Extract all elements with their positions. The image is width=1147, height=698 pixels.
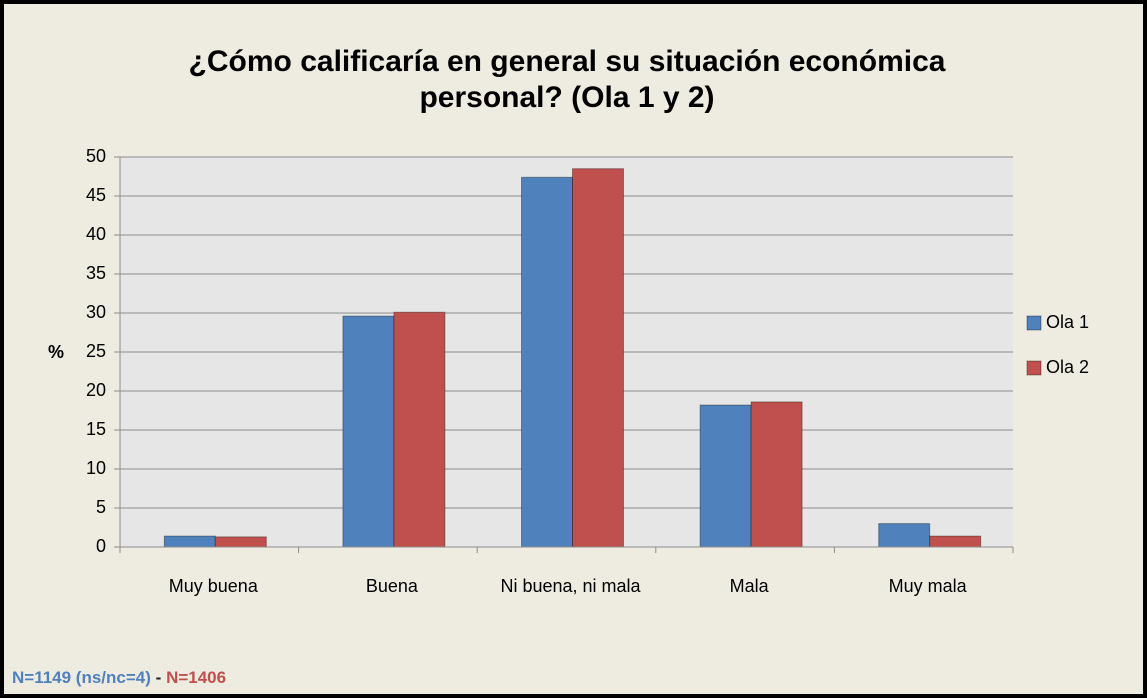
bar bbox=[342, 315, 395, 548]
footer-part: N=1149 (ns/nc=4) bbox=[12, 668, 151, 687]
y-tick-label: 10 bbox=[86, 458, 106, 478]
y-tick-label: 15 bbox=[86, 419, 106, 439]
bar bbox=[699, 404, 752, 548]
legend-swatch bbox=[1026, 360, 1042, 376]
bar bbox=[750, 401, 803, 548]
footer: N=1149 (ns/nc=4) - N=1406 bbox=[12, 668, 226, 688]
legend-label: Ola 1 bbox=[1046, 312, 1089, 332]
y-tick-label: 35 bbox=[86, 263, 106, 283]
bar bbox=[393, 311, 446, 548]
y-tick-label: 0 bbox=[96, 536, 106, 556]
bar bbox=[163, 535, 216, 548]
chart-title: ¿Cómo calificaría en general su situació… bbox=[188, 45, 946, 114]
x-tick-label: Mala bbox=[729, 576, 769, 596]
x-tick-label: Ni buena, ni mala bbox=[500, 576, 641, 596]
legend-label: Ola 2 bbox=[1046, 357, 1089, 377]
bar bbox=[878, 523, 931, 548]
bar bbox=[572, 168, 624, 548]
y-tick-label: 20 bbox=[86, 380, 106, 400]
x-tick-label: Muy mala bbox=[888, 576, 967, 596]
y-tick-label: 30 bbox=[86, 302, 106, 322]
y-tick-label: 5 bbox=[96, 497, 106, 517]
footer-part: - bbox=[155, 668, 162, 687]
bar bbox=[929, 535, 982, 548]
x-tick-label: Muy buena bbox=[168, 576, 258, 596]
bar bbox=[521, 176, 573, 548]
y-axis-label: % bbox=[48, 342, 64, 362]
x-tick-label: Buena bbox=[365, 576, 418, 596]
y-tick-label: 40 bbox=[86, 224, 106, 244]
legend-swatch bbox=[1026, 315, 1042, 331]
y-tick-label: 25 bbox=[86, 341, 106, 361]
bar bbox=[214, 536, 267, 548]
footer-part: N=1406 bbox=[166, 668, 227, 687]
y-tick-label: 50 bbox=[86, 146, 106, 166]
y-tick-label: 45 bbox=[86, 185, 106, 205]
